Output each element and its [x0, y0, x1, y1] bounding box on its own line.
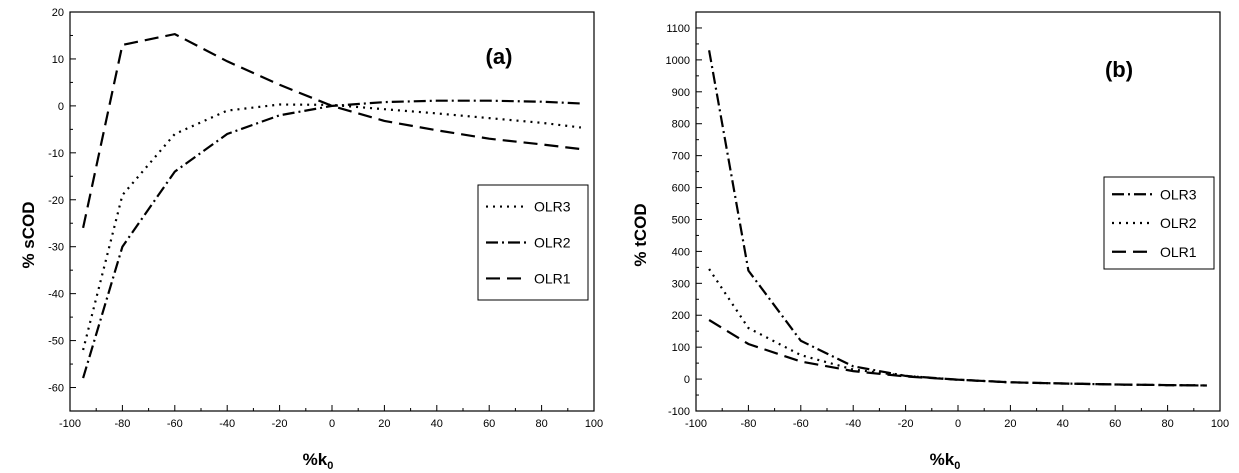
x-axis-title: %k0 — [930, 450, 961, 472]
legend: OLR3 OLR2 OLR1 — [1103, 176, 1215, 270]
x-tick-label: 80 — [535, 418, 547, 430]
y-tick-label: 600 — [672, 183, 690, 195]
series-line-olr1 — [708, 319, 1207, 387]
x-tick-label: -60 — [793, 418, 809, 430]
x-tick-label: -100 — [59, 418, 81, 430]
legend-box — [1103, 176, 1215, 270]
x-tick-label: 100 — [585, 418, 603, 430]
y-tick-label: 200 — [672, 310, 690, 322]
y-tick-label: 400 — [672, 246, 690, 258]
series-line-olr2 — [708, 268, 1207, 387]
x-tick-label: 60 — [483, 418, 495, 430]
y-tick-label: -60 — [48, 383, 64, 395]
legend-label-olr1: OLR1 — [534, 270, 571, 286]
x-tick-label: -40 — [845, 418, 861, 430]
x-axis-title: %k0 — [303, 450, 334, 472]
y-tick-label: 10 — [52, 54, 64, 66]
y-axis-title: % tCOD — [631, 203, 650, 266]
x-tick-label: -60 — [167, 418, 183, 430]
y-tick-label: 100 — [672, 342, 690, 354]
x-tick-label: 80 — [1161, 418, 1173, 430]
chart-panel-a: -100 -80 -60 -40 -20 0 20 40 60 80 100-60-50-40-30… — [19, 7, 603, 472]
y-tick-label: -50 — [48, 336, 64, 348]
x-tick-label: 40 — [1057, 418, 1069, 430]
legend-label-olr2: OLR2 — [1160, 215, 1197, 231]
legend-label-olr3: OLR3 — [534, 199, 571, 215]
legend-label-olr3: OLR3 — [1160, 186, 1197, 202]
x-tick-label: 20 — [378, 418, 390, 430]
y-tick-label: 500 — [672, 214, 690, 226]
x-tick-label: 100 — [1211, 418, 1229, 430]
y-tick-label: 0 — [58, 101, 64, 113]
chart-panel-b: -100 -80 -60 -40 -20 0 20 40 60 80 100 -100 0 100 200 3… — [631, 11, 1229, 472]
legend-label-olr1: OLR1 — [1160, 244, 1197, 260]
y-tick-label: -10 — [48, 148, 64, 160]
x-tick-label: -80 — [114, 418, 130, 430]
y-tick-label: -100 — [668, 406, 690, 418]
x-tick-label: -100 — [685, 418, 707, 430]
y-tick-label: 800 — [672, 119, 690, 131]
legend-label-olr2: OLR2 — [534, 235, 571, 251]
y-axis-title: % sCOD — [19, 201, 38, 268]
y-tick-label: 1100 — [666, 23, 690, 35]
y-tick-label: 900 — [672, 87, 690, 99]
legend-box — [477, 184, 589, 301]
x-tick-label: -80 — [740, 418, 756, 430]
panel-label: (a) — [486, 44, 513, 69]
x-tick-label: 40 — [431, 418, 443, 430]
y-tick-label: -40 — [48, 289, 64, 301]
x-tick-label: -40 — [219, 418, 235, 430]
y-tick-label: 0 — [684, 374, 690, 386]
x-tick-label: -20 — [898, 418, 914, 430]
x-tick-label: 60 — [1109, 418, 1121, 430]
y-tick-label: -20 — [48, 195, 64, 207]
x-tick-label: 20 — [1004, 418, 1016, 430]
x-tick-label: 0 — [955, 418, 961, 430]
series-line-olr2 — [82, 99, 581, 379]
series-line-olr1 — [82, 32, 582, 229]
legend: OLR3 OLR2 OLR1 — [477, 184, 589, 301]
x-tick-label: -20 — [272, 418, 288, 430]
y-tick-label: 1000 — [666, 55, 690, 67]
y-tick-label: 20 — [52, 7, 64, 19]
x-tick-label: 0 — [329, 418, 335, 430]
y-tick-label: -30 — [48, 242, 64, 254]
panel-label: (b) — [1105, 57, 1133, 82]
y-tick-label: 300 — [672, 278, 690, 290]
y-tick-label: 700 — [672, 151, 690, 163]
